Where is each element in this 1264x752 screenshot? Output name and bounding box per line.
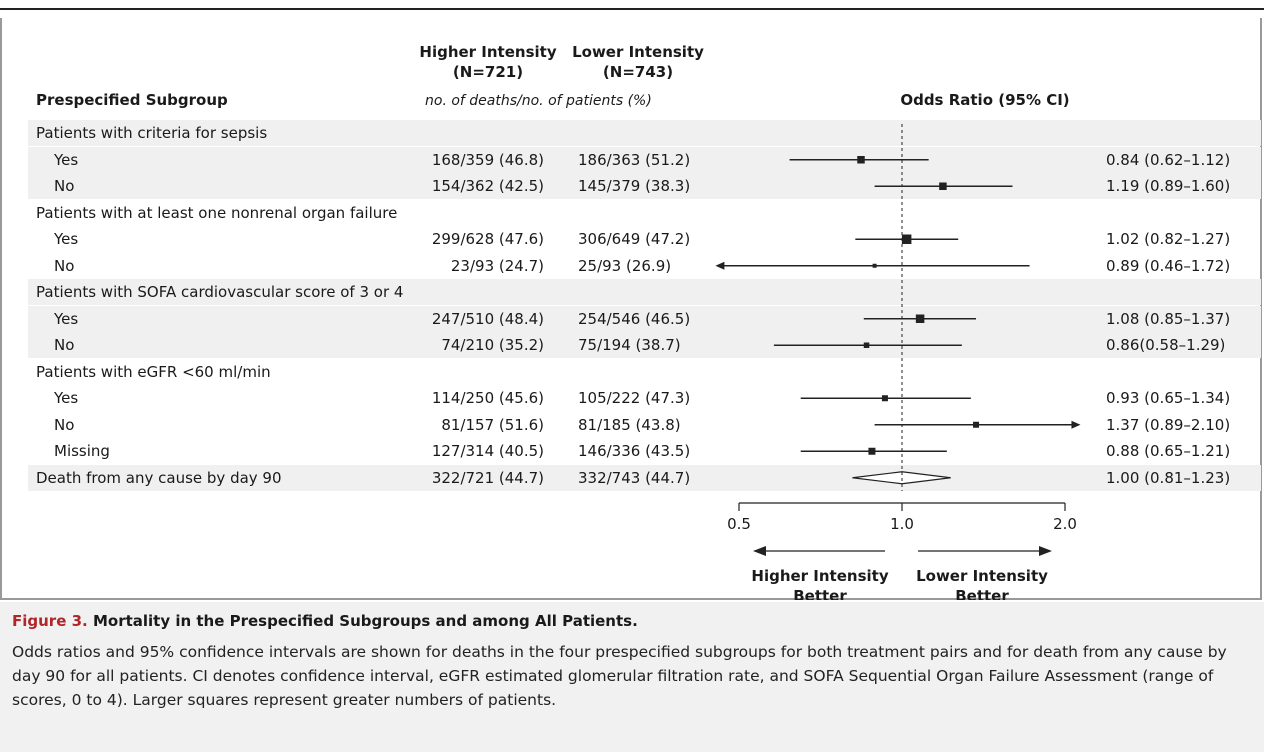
figure-caption: Figure 3. Mortality in the Prespecified … xyxy=(0,602,1264,752)
x-axis-tick-label: 0.5 xyxy=(727,515,751,533)
lower-intensity-value: 146/336 (43.5) xyxy=(578,442,691,460)
subgroup-level-label: Yes xyxy=(54,389,79,407)
higher-intensity-value: 114/250 (45.6) xyxy=(431,389,544,407)
subgroup-category-label: Patients with SOFA cardiovascular score … xyxy=(36,283,404,301)
forest-plot-graphic: 0.5 1.0 2.0 Higher Intensity Better Lower Int… xyxy=(715,124,1081,600)
lower-intensity-n: (N=743) xyxy=(602,63,674,81)
row-shading xyxy=(28,464,1261,491)
row-shading xyxy=(28,305,1261,332)
odds-ratio-header: Odds Ratio (95% CI) xyxy=(900,91,1070,109)
higher-intensity-value: 81/157 (51.6) xyxy=(441,415,544,434)
lower-intensity-value: 81/185 (43.8) xyxy=(578,415,681,434)
odds-ratio-text: 1.02 (0.82–1.27) xyxy=(1106,230,1231,248)
subgroup-level-label: No xyxy=(54,336,75,354)
point-estimate-square xyxy=(868,447,876,455)
lower-intensity-header: Lower Intensity (N=743) xyxy=(558,42,718,82)
higher-intensity-value: 23/93 (24.7) xyxy=(450,256,544,275)
point-estimate-square xyxy=(915,314,925,323)
caption-text: Odds ratios and 95% confidence intervals… xyxy=(12,643,1227,709)
point-estimate-square xyxy=(863,342,870,348)
point-estimate-square xyxy=(901,234,912,244)
subgroup-category-label: Patients with eGFR <60 ml/min xyxy=(36,362,271,381)
row-shading xyxy=(28,173,1261,199)
odds-ratio-text: 0.84 (0.62–1.12) xyxy=(1106,150,1231,169)
higher-intensity-value: 127/314 (40.5) xyxy=(431,442,544,460)
higher-intensity-header: Higher Intensity (N=721) xyxy=(408,42,568,82)
subgroup-level-label: Yes xyxy=(54,150,79,169)
caption-title: Figure 3. Mortality in the Prespecified … xyxy=(12,612,638,630)
lower-intensity-value: 306/649 (47.2) xyxy=(578,230,691,248)
caption-figure-title: Mortality in the Prespecified Subgroups … xyxy=(87,612,638,630)
lower-intensity-label: Lower Intensity xyxy=(572,43,704,61)
x-axis-tick-label: 1.0 xyxy=(890,515,914,533)
subgroup-category-label: Patients with criteria for sepsis xyxy=(36,124,268,142)
lower-intensity-better-label: Lower Intensity Better xyxy=(916,567,1048,600)
overall-effect-diamond xyxy=(852,471,951,485)
row-shading xyxy=(28,120,1261,146)
row-shading xyxy=(28,332,1261,358)
odds-ratio-text: 0.93 (0.65–1.34) xyxy=(1106,389,1231,407)
point-estimate-square xyxy=(973,421,980,428)
counts-note: no. of deaths/no. of patients (%) xyxy=(425,93,652,109)
point-estimate-square xyxy=(939,182,947,190)
higher-intensity-better-label: Higher Intensity Better xyxy=(751,567,888,600)
odds-ratio-text: 0.88 (0.65–1.21) xyxy=(1106,442,1231,460)
odds-ratio-text: 1.08 (0.85–1.37) xyxy=(1106,309,1231,328)
subgroup-level-label: No xyxy=(54,177,75,195)
lower-intensity-value: 145/379 (38.3) xyxy=(578,177,691,195)
odds-ratio-text: 1.37 (0.89–2.10) xyxy=(1106,415,1231,434)
subgroup-level-label: No xyxy=(54,415,75,434)
point-estimate-square xyxy=(881,395,888,402)
higher-intensity-label: Higher Intensity xyxy=(419,43,557,61)
subgroup-level-label: Yes xyxy=(54,309,79,328)
ci-right-arrowhead xyxy=(1071,420,1081,429)
subgroup-level-label: Missing xyxy=(54,442,110,460)
point-estimate-square xyxy=(857,156,865,164)
subgroup-column-header: Prespecified Subgroup xyxy=(36,91,228,109)
lower-intensity-value: 254/546 (46.5) xyxy=(578,309,691,328)
lower-intensity-value: 25/93 (26.9) xyxy=(578,256,672,275)
top-rule xyxy=(0,8,1264,10)
x-axis-tick-label: 2.0 xyxy=(1053,515,1077,533)
lower-intensity-value: 105/222 (47.3) xyxy=(578,389,691,407)
higher-intensity-value: 322/721 (44.7) xyxy=(431,468,544,487)
higher-intensity-value: 74/210 (35.2) xyxy=(441,336,544,354)
subgroup-level-label: Yes xyxy=(54,230,79,248)
ci-left-arrowhead xyxy=(715,261,725,270)
favors-right-arrowhead xyxy=(1039,546,1052,556)
higher-intensity-n: (N=721) xyxy=(452,63,524,81)
higher-intensity-value: 154/362 (42.5) xyxy=(431,177,544,195)
higher-intensity-value: 247/510 (48.4) xyxy=(431,309,544,328)
point-estimate-square xyxy=(872,263,877,268)
odds-ratio-text: 1.00 (0.81–1.23) xyxy=(1106,468,1231,487)
lower-intensity-value: 75/194 (38.7) xyxy=(578,336,681,354)
subgroup-level-label: No xyxy=(54,256,75,275)
higher-intensity-value: 168/359 (46.8) xyxy=(431,150,544,169)
subgroup-category-label: Death from any cause by day 90 xyxy=(36,468,282,487)
subgroup-category-label: Patients with at least one nonrenal orga… xyxy=(36,203,398,222)
favors-left-arrowhead xyxy=(753,546,766,556)
higher-intensity-value: 299/628 (47.6) xyxy=(431,230,544,248)
lower-intensity-value: 186/363 (51.2) xyxy=(578,150,691,169)
row-shading xyxy=(28,146,1261,173)
odds-ratio-text: 0.86(0.58–1.29) xyxy=(1106,336,1226,354)
odds-ratio-text: 0.89 (0.46–1.72) xyxy=(1106,256,1231,275)
odds-ratio-text: 1.19 (0.89–1.60) xyxy=(1106,177,1231,195)
caption-figure-number: Figure 3. xyxy=(12,612,88,630)
lower-intensity-value: 332/743 (44.7) xyxy=(578,468,691,487)
row-shading xyxy=(28,279,1261,305)
